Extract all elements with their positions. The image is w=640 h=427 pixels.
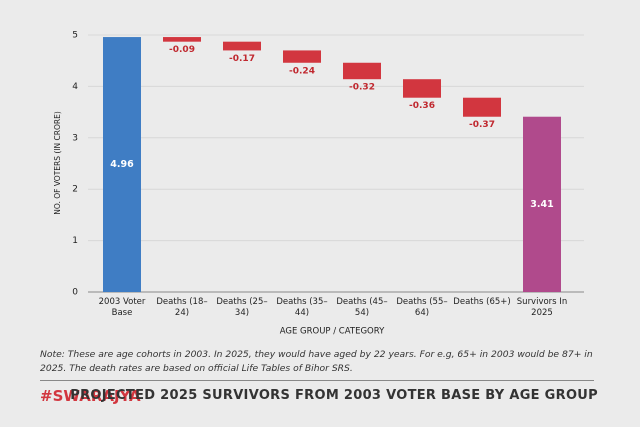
value-label: -0.09: [169, 45, 195, 55]
bar: [103, 37, 141, 292]
x-tick-label: Deaths (45–54): [336, 297, 388, 318]
value-label: -0.36: [409, 101, 435, 111]
bar: [343, 62, 381, 80]
x-tick-label: Survivors In 2025: [516, 297, 568, 318]
x-tick-label: Deaths (55–64): [396, 297, 448, 318]
value-label: -0.17: [229, 54, 255, 64]
x-axis-label: AGE GROUP / CATEGORY: [280, 327, 385, 337]
value-label: 4.96: [110, 159, 134, 170]
note: Note: These are age cohorts in 2003. In …: [40, 349, 593, 374]
y-tick-label: 1: [72, 236, 78, 246]
x-tick-label: Deaths (65+): [453, 297, 511, 307]
x-tick-label: Deaths (25–34): [216, 297, 268, 318]
y-tick-label: 4: [72, 82, 78, 92]
y-tick-label: 0: [72, 288, 78, 298]
value-label: -0.32: [349, 83, 375, 93]
x-tick-label: Deaths (35–44): [276, 297, 328, 318]
y-axis-label: NO. OF VOTERS (IN CRORE): [53, 111, 62, 215]
chart-title: PROJECTED 2025 SURVIVORS FROM 2003 VOTER…: [70, 388, 598, 403]
bar: [403, 79, 441, 98]
x-tick-label: 2003 Voter Base: [98, 297, 146, 318]
y-tick-label: 3: [72, 133, 78, 143]
bar: [523, 116, 561, 292]
separator: [40, 380, 594, 381]
bar: [283, 50, 321, 63]
x-tick-label: Deaths (18–24): [156, 297, 208, 318]
value-label: 3.41: [530, 199, 553, 210]
bar: [463, 97, 501, 117]
value-label: -0.24: [289, 66, 315, 76]
brand: #SWARAJYA: [40, 387, 141, 405]
bar: [163, 37, 201, 42]
y-tick-label: 5: [72, 31, 78, 41]
value-label: -0.37: [469, 120, 495, 130]
bar: [223, 41, 261, 51]
y-tick-label: 2: [72, 185, 78, 195]
